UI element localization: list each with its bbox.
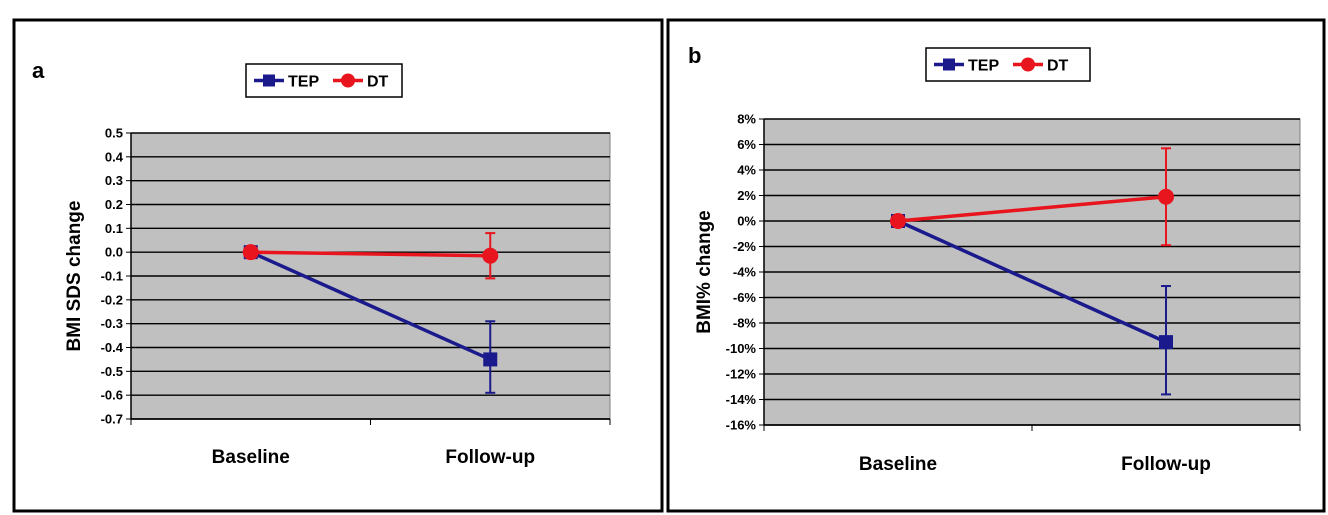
y-axis-title: BMI% change [694,210,715,334]
y-tick-label: -0.2 [101,292,123,307]
y-tick-label: -8% [733,316,757,331]
y-tick-label: 8% [737,112,756,127]
y-axis-title: BMI SDS change [64,201,85,352]
legend-marker-tep [263,74,275,87]
data-point-dt [242,244,259,261]
y-tick-label: 0.1 [105,221,123,236]
legend-label-dt: DT [1047,58,1069,75]
chart-panel-a: a 0.5 0.4 0.3 0.2 0.1 0.0 -0.1 -0.2 -0.3 -0.4 -0.5 -… [12,18,664,513]
y-tick-label: 0.5 [105,126,123,141]
x-category-label: Follow-up [445,447,535,468]
panel-letter: b [688,43,701,68]
legend-marker-tep [943,58,955,71]
y-tick-label: -14% [726,392,757,407]
y-tick-label: -0.1 [101,269,123,284]
y-tick-label: 0.4 [105,149,124,164]
x-category-label: Follow-up [1121,454,1211,475]
y-tick-label: -12% [726,367,757,382]
y-tick-label: -4% [733,265,757,280]
y-tick-label: 0% [737,214,756,229]
data-point-dt [1158,188,1174,205]
data-point-tep [483,352,498,367]
legend-label-dt: DT [367,74,389,91]
y-tick-label: 2% [737,188,756,203]
series-line-tep [897,219,1167,344]
y-tick-label: -0.4 [101,340,124,355]
data-point-tep [1159,335,1173,350]
legend-box [925,47,1091,82]
data-point-dt [890,213,906,229]
y-tick-label: -0.7 [101,412,123,427]
y-tick-label: -6% [733,290,757,305]
data-point-dt [482,247,499,264]
y-tick-label: 0.2 [105,197,123,212]
y-tick-label: -2% [733,239,757,254]
y-tick-label: 0.0 [105,245,123,260]
y-tick-label: -0.3 [101,316,123,331]
legend-label-tep: TEP [288,74,319,91]
y-tick-label: -0.6 [101,388,123,403]
y-tick-label: -0.5 [101,364,123,379]
x-category-label: Baseline [859,454,937,475]
y-tick-label: -10% [726,341,757,356]
legend-marker-dt [1021,57,1035,72]
series-line-dt [897,195,1167,223]
y-tick-label: 0.3 [105,173,123,188]
series-line-tep [250,250,491,362]
legend-marker-dt [341,73,355,88]
x-category-label: Baseline [212,447,290,468]
y-tick-label: -16% [726,418,757,433]
series-line-dt [250,250,491,258]
chart-panel-b: b 8% 6% 4% 2% 0% -2% -4% -6% -8% -10% -12% -14% -16% B… [666,18,1326,513]
y-tick-label: 4% [737,163,756,178]
y-tick-label: 6% [737,137,756,152]
panel-letter: a [32,58,45,83]
legend-label-tep: TEP [968,58,999,75]
